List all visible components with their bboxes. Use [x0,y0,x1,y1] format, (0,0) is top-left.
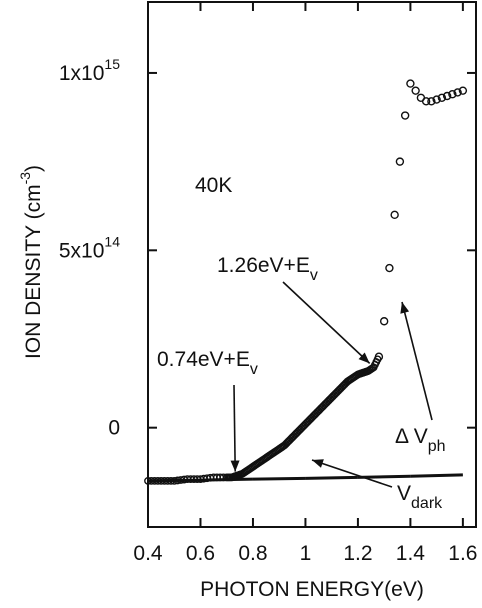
x-tick-label: 1.6 [448,542,477,565]
y-axis-label-main: ION DENSITY (cm [22,184,45,359]
x-axis-label: PHOTON ENERGY(eV) [200,578,424,601]
delta-v-ph-point [432,95,441,104]
y-tick-labels: 0 5x1014 1x1015 [59,56,120,440]
x-tick-label: 0.4 [133,542,163,565]
axis-ticks [147,2,476,527]
delta-v-ph-point [374,352,384,361]
annotation-074ev-label: 0.74eV+Ev [157,348,258,378]
annotation-126ev-arrow [282,281,371,364]
x-tick-label: 0.6 [186,542,215,565]
y-tick-label: 1x1015 [59,56,120,85]
delta-v-ph-point [427,97,436,106]
series-label-delta-v-ph-arrow [400,301,433,421]
series-label-v-dark: Vdark [397,482,443,512]
v-dark-segment [357,474,411,479]
delta-v-ph-point [458,86,468,95]
delta-v-ph-point [395,157,405,166]
delta-v-ph-point [379,317,389,326]
annotations: 0.74eV+Ev 1.26eV+Ev Δ Vph Vdark [157,254,446,512]
delta-v-ph-point [390,210,399,220]
v-dark-segment [410,473,463,478]
x-tick-label: 1 [300,542,312,565]
y-axis-label-exponent: -3 [17,172,33,185]
y-tick-label: 5x1014 [59,233,120,262]
v-dark-segment [305,475,358,480]
delta-v-ph-point [448,90,457,99]
y-axis-label: ION DENSITY (cm-3) [17,165,45,359]
series-label-v-dark-arrow [311,459,393,488]
delta-v-ph-point [442,91,452,101]
x-tick-label: 0.8 [238,542,267,565]
plot-frame [147,1,477,528]
delta-v-ph-point [411,86,420,95]
temperature-label: 40K [195,174,232,197]
x-tick-label: 1.2 [343,542,372,565]
delta-v-ph-point [385,263,394,273]
annotation-126ev-label: 1.26eV+Ev [217,254,318,284]
delta-v-ph-point [421,97,431,106]
y-axis-label-close: ) [22,165,45,172]
delta-v-ph-point [406,79,415,88]
annotation-074ev-arrow [230,384,240,472]
y-tick-label: 0 [108,417,120,440]
v-dark-segment [252,476,306,481]
delta-v-ph-point [437,93,447,102]
delta-v-ph-point [453,88,462,97]
x-tick-labels: 0.4 0.6 0.8 1 1.2 1.4 1.6 [133,542,477,565]
series-delta-v-ph [144,79,468,485]
svg-text:ION DENSITY (cm-3): ION DENSITY (cm-3) [17,165,45,359]
series-label-delta-v-ph: Δ Vph [395,425,446,455]
delta-v-ph-point [400,111,410,120]
x-tick-label: 1.4 [396,542,426,565]
